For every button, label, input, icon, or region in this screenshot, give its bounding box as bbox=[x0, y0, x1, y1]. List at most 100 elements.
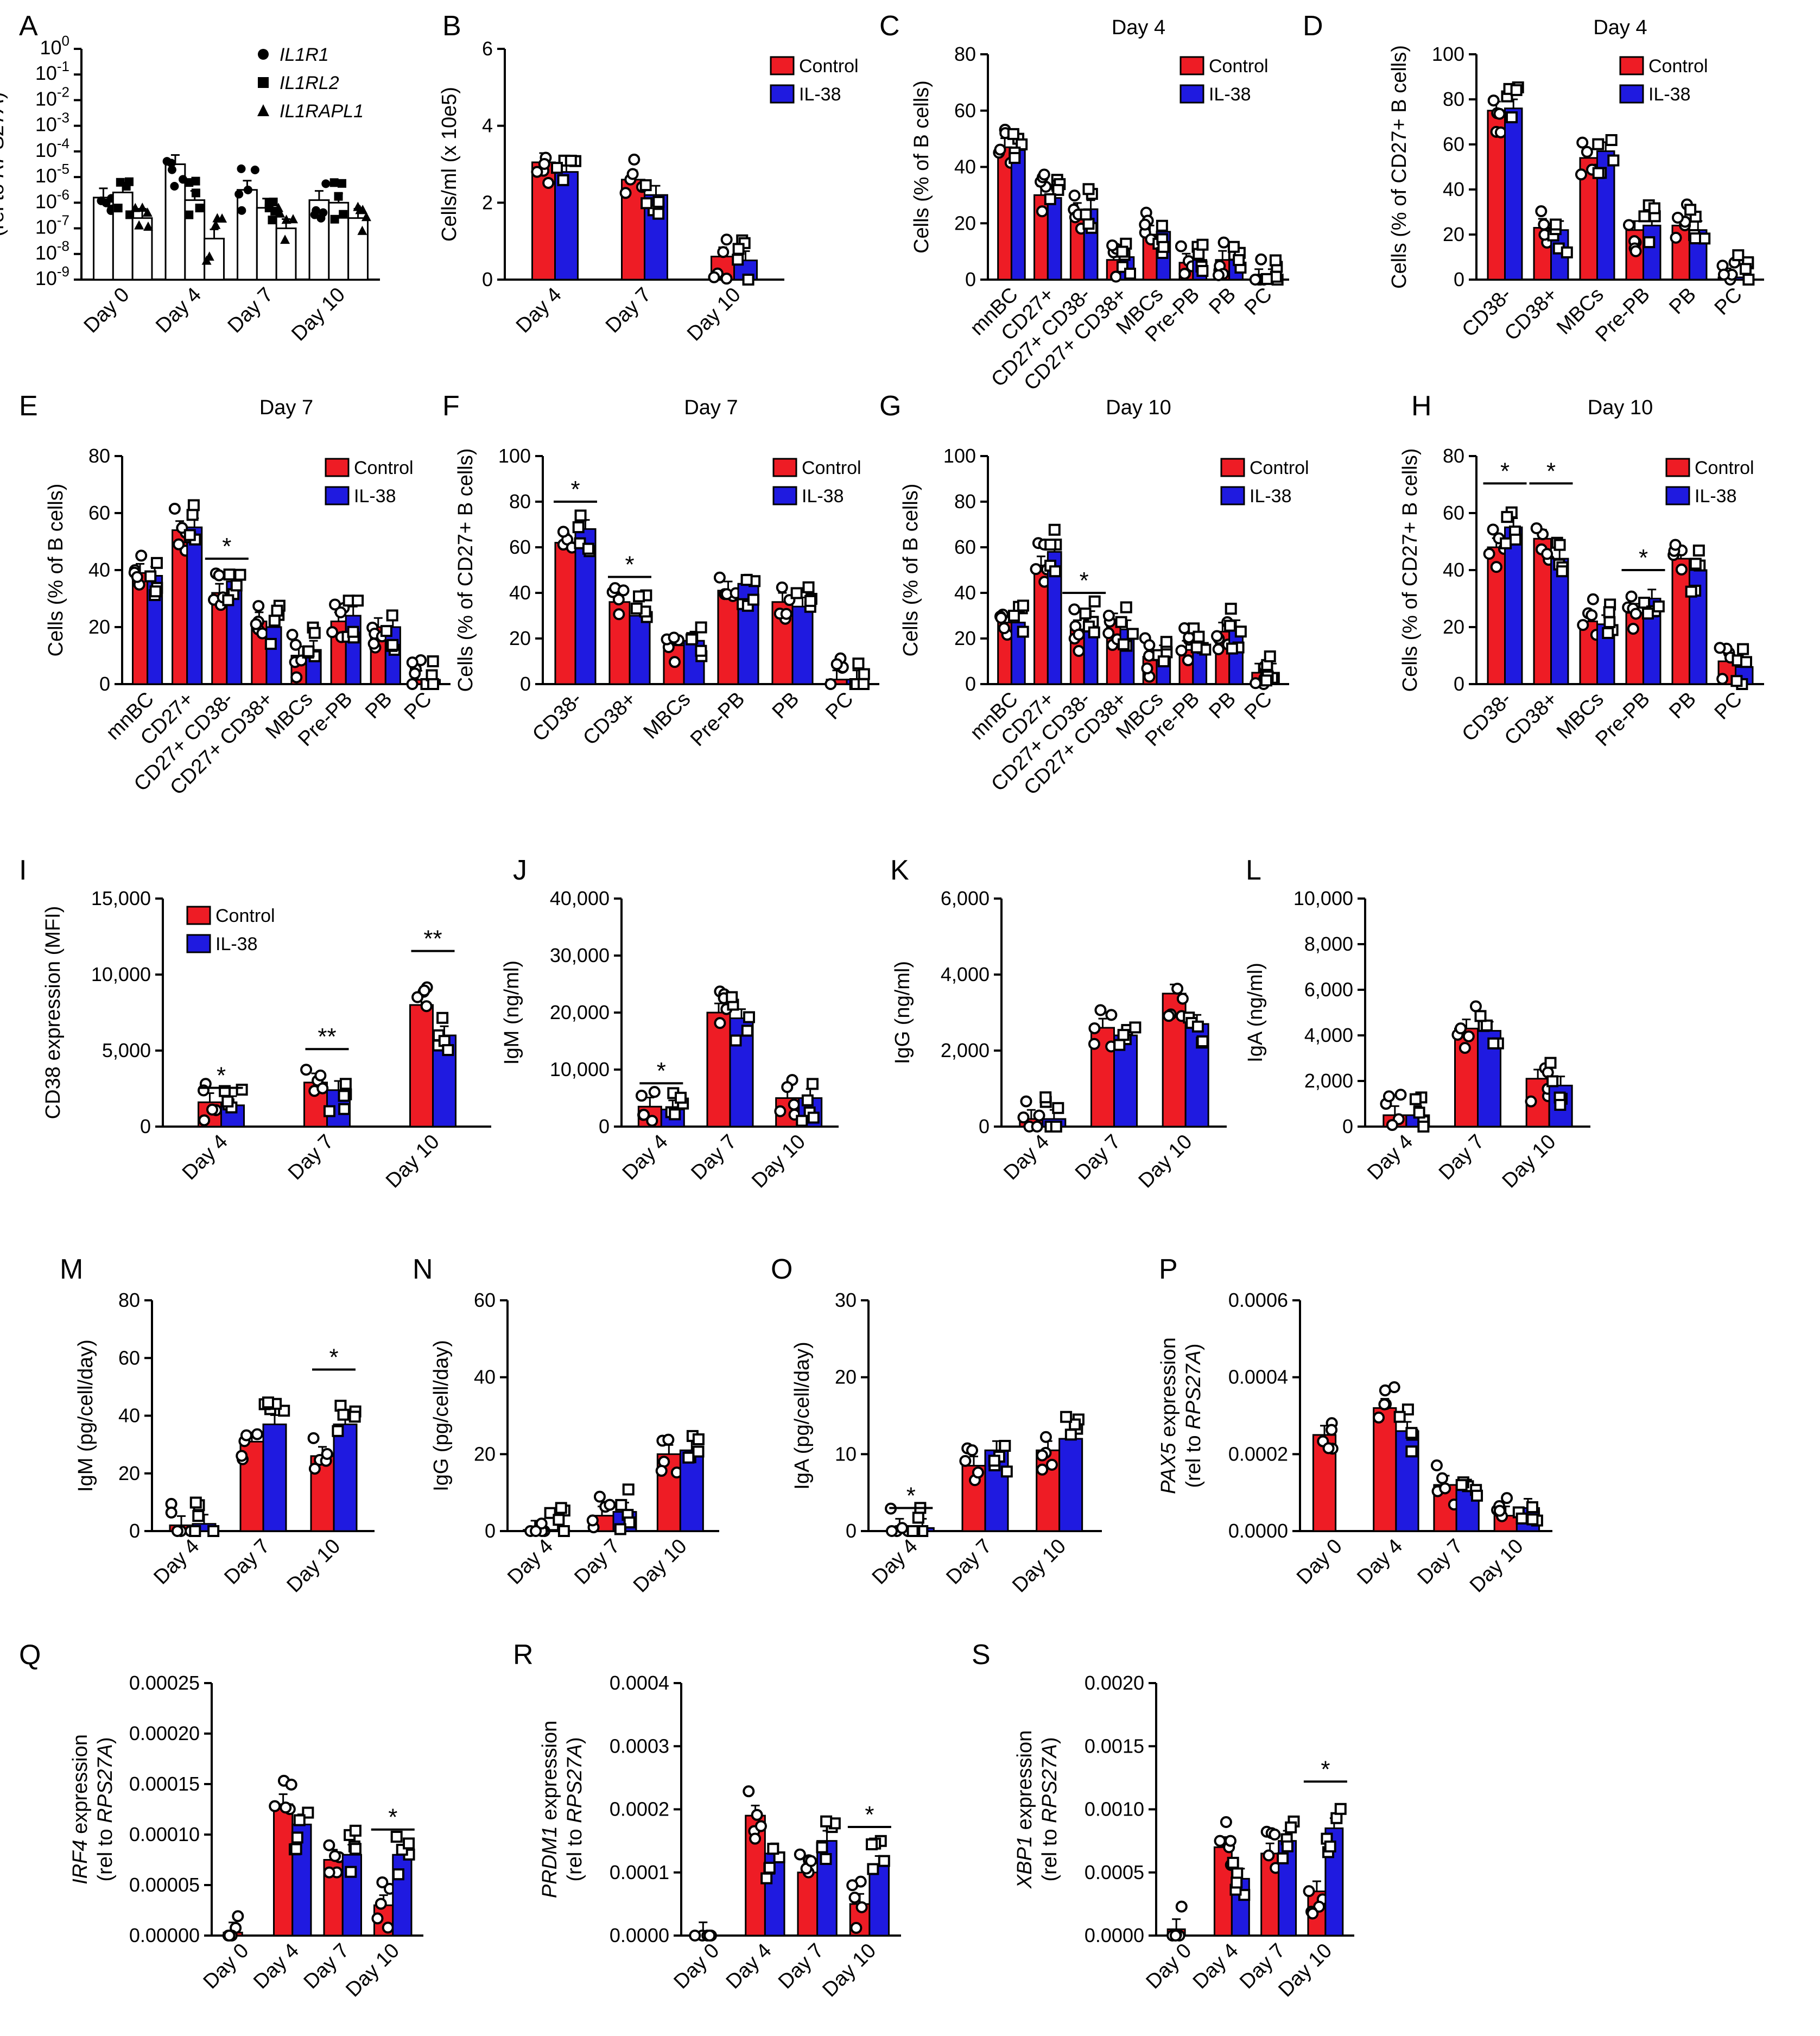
y-tick-label-R: 0.0002 bbox=[610, 1798, 669, 1820]
bar-M-1-2 bbox=[333, 1423, 358, 1532]
point-H-0-5 bbox=[1714, 642, 1726, 654]
point-H-0-1 bbox=[1530, 522, 1543, 535]
point-H-0-2 bbox=[1577, 619, 1589, 631]
y-axis-label-C: Cells (% of B cells) bbox=[910, 80, 933, 254]
panel-S: S 0.0000 0.0005 0.0010 0.0015 0.0020 XBP1 expr… bbox=[972, 1639, 1354, 2002]
point-A-2-2 bbox=[281, 214, 291, 224]
point-E-0-3 bbox=[252, 600, 265, 612]
point-S-0-1 bbox=[1224, 1835, 1236, 1847]
point-A-0-0 bbox=[97, 196, 106, 205]
point-F-0-0 bbox=[557, 526, 569, 538]
point-B-0-0 bbox=[542, 176, 555, 189]
point-D-0-3 bbox=[1629, 245, 1642, 257]
point-H-1-5 bbox=[1737, 643, 1749, 655]
legend-label-IL1R1: IL1R1 bbox=[280, 45, 329, 65]
point-R-0-3 bbox=[848, 1892, 861, 1904]
point-M-1-0 bbox=[189, 1496, 202, 1509]
y-tick-label-B: 6 bbox=[482, 37, 493, 60]
point-G-0-0 bbox=[995, 611, 1007, 624]
point-F-1-4 bbox=[804, 595, 817, 607]
point-N-1-1 bbox=[615, 1498, 627, 1511]
panel-letter-C: C bbox=[879, 10, 900, 42]
legend-swatch-control bbox=[772, 458, 797, 477]
y-tick-label-E: 80 bbox=[88, 445, 110, 467]
point-F-0-4 bbox=[776, 581, 788, 594]
point-F-1-2 bbox=[695, 621, 707, 634]
y-tick-label-C: 0 bbox=[965, 268, 976, 290]
x-tick-label-G: PC bbox=[1240, 688, 1277, 724]
y-tick-label-A: 10-3 bbox=[35, 110, 69, 136]
y-axis-label-G: Cells (% of B cells) bbox=[899, 484, 922, 657]
point-C-0-6 bbox=[1217, 236, 1230, 249]
point-A-2-0 bbox=[137, 203, 148, 212]
point-A-0-3 bbox=[319, 208, 328, 217]
y-tick-label-A: 10-4 bbox=[35, 135, 69, 161]
point-J-1-1 bbox=[743, 1011, 755, 1023]
y-axis-label-Q: IRF4 expression bbox=[69, 1734, 92, 1885]
panel-title-C: Day 4 bbox=[1112, 16, 1165, 39]
x-tick-label-Q: Day 10 bbox=[341, 1939, 404, 2002]
y-tick-label-B: 0 bbox=[482, 268, 493, 290]
y-label-group-Q: IRF4 expression(rel to RPS27A) bbox=[69, 1734, 117, 1885]
sig-label-I: * bbox=[217, 1063, 226, 1089]
point-O-1-1 bbox=[999, 1440, 1011, 1452]
y-tick-label-D: 100 bbox=[1432, 43, 1464, 65]
y-tick-label-F: 40 bbox=[509, 581, 531, 604]
point-H-0-5 bbox=[1716, 673, 1729, 685]
x-tick-label-O: Day 10 bbox=[1008, 1535, 1070, 1597]
point-F-0-1 bbox=[617, 584, 630, 597]
y-tick-label-C: 60 bbox=[954, 99, 976, 122]
point-F-0-3 bbox=[713, 571, 726, 584]
legend-label-control: Control bbox=[1648, 56, 1708, 77]
point-G-0-0 bbox=[998, 622, 1010, 635]
point-L-0-0 bbox=[1394, 1089, 1407, 1101]
point-F-0-1 bbox=[613, 608, 625, 621]
y-tick-label-F: 100 bbox=[498, 445, 531, 467]
point-F-0-4 bbox=[780, 608, 792, 620]
point-D-0-3 bbox=[1622, 219, 1635, 231]
x-tick-label-D: PB bbox=[1665, 283, 1701, 319]
y-tick-label-I: 15,000 bbox=[91, 887, 151, 909]
point-E-0-7 bbox=[406, 678, 418, 690]
point-Q-1-2 bbox=[349, 1843, 362, 1855]
point-H-0-0 bbox=[1490, 561, 1502, 573]
legend-swatch-control bbox=[1179, 56, 1204, 75]
point-N-0-0 bbox=[535, 1517, 548, 1530]
point-H-1-1 bbox=[1556, 565, 1568, 578]
point-A-0-3 bbox=[310, 210, 319, 219]
point-J-1-2 bbox=[806, 1078, 819, 1090]
point-K-0-0 bbox=[1017, 1111, 1030, 1124]
point-J-1-2 bbox=[801, 1094, 814, 1106]
point-G-1-6 bbox=[1234, 625, 1247, 638]
point-L-1-2 bbox=[1546, 1075, 1559, 1087]
bar-H-0-4 bbox=[1671, 558, 1691, 685]
point-H-0-0 bbox=[1487, 523, 1499, 536]
point-Q-1-2 bbox=[349, 1824, 362, 1837]
y-tick-label-O: 0 bbox=[846, 1520, 857, 1542]
point-C-1-4 bbox=[1156, 219, 1168, 232]
y-tick-label-F: 0 bbox=[520, 673, 531, 695]
panel-N: N 0 20 40 60 IgG (pg/cell/day) Day 4 Day 7 Day 1… bbox=[413, 1254, 719, 1597]
x-tick-group-K: Day 10 bbox=[1134, 1130, 1197, 1193]
panel-letter-B: B bbox=[442, 10, 461, 42]
point-J-1-2 bbox=[807, 1111, 820, 1124]
x-tick-group-H: PB bbox=[1665, 688, 1701, 724]
bar-M-1-1 bbox=[262, 1423, 287, 1532]
x-tick-group-J: Day 10 bbox=[747, 1130, 810, 1193]
y-axis-label-D: Cells (% of CD27+ B cells) bbox=[1388, 45, 1411, 289]
point-E-1-2 bbox=[230, 579, 243, 592]
point-H-1-5 bbox=[1740, 656, 1752, 668]
point-C-0-5 bbox=[1178, 268, 1191, 280]
point-G-1-4 bbox=[1157, 655, 1170, 668]
point-O-1-0 bbox=[906, 1525, 919, 1537]
y-tick-label-K: 6,000 bbox=[941, 887, 990, 909]
x-tick-group-B: Day 10 bbox=[683, 283, 745, 346]
panel-M: M 0 20 40 60 80 IgM (pg/cell/day) Day 4 Day 7 Day… bbox=[60, 1254, 375, 1597]
point-D-1-2 bbox=[1605, 134, 1618, 146]
point-R-1-1 bbox=[767, 1843, 779, 1855]
point-A-2-0 bbox=[134, 220, 144, 230]
legend-swatch-il38 bbox=[772, 486, 797, 505]
point-O-0-2 bbox=[1045, 1458, 1058, 1471]
